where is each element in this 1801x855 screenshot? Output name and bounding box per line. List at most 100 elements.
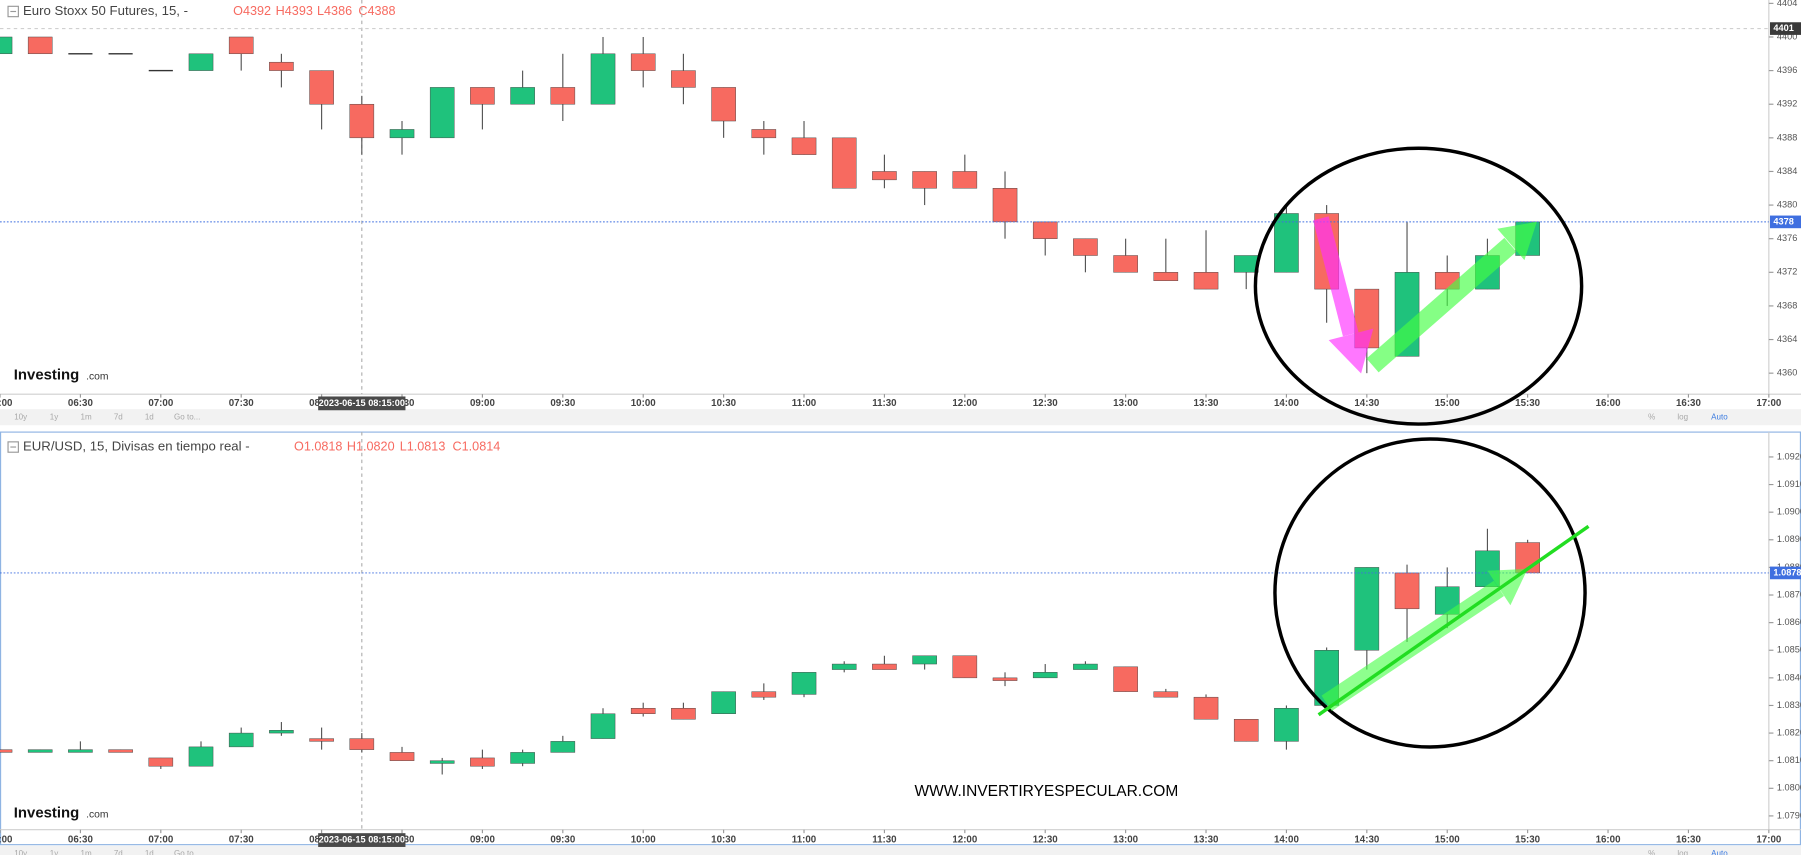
y-tick-label: 1.0820: [1777, 727, 1801, 737]
candle-body: [1193, 272, 1219, 290]
range-button[interactable]: 7d: [114, 412, 123, 421]
y-tick-label: 1.0910: [1777, 479, 1801, 489]
x-tick-label: 13:00: [1113, 398, 1139, 409]
scale-option[interactable]: Auto: [1711, 849, 1728, 855]
x-tick-label: 14:30: [1354, 398, 1380, 409]
x-tick-label: 11:30: [872, 835, 897, 846]
toolbar: [0, 845, 1801, 855]
scale-option[interactable]: Auto: [1711, 412, 1728, 421]
candle-body: [1113, 666, 1138, 692]
range-button[interactable]: 1m: [81, 412, 92, 421]
candle-body: [188, 746, 214, 767]
arrow-head: [1497, 221, 1537, 261]
y-tick-label: 1.0850: [1777, 645, 1801, 655]
candle-body: [671, 707, 696, 720]
candle-body: [510, 752, 535, 764]
x-tick-label: 10:30: [711, 835, 737, 846]
y-tick-label: 4360: [1777, 368, 1797, 378]
x-tick-label: 10:00: [631, 835, 657, 846]
ohlc-value: L1.0813: [400, 439, 446, 453]
candle-body: [550, 741, 576, 753]
y-tick-label: 4396: [1777, 65, 1797, 75]
candle-body: [630, 53, 656, 71]
x-tick-label: 06:00: [0, 835, 13, 846]
range-button[interactable]: 10y: [14, 412, 27, 421]
candle-body: [1274, 213, 1299, 273]
candle-body: [751, 691, 777, 698]
x-tick-label: 11:00: [792, 398, 817, 409]
ohlc-value: H4393: [276, 4, 313, 18]
candle-body: [269, 61, 294, 71]
range-button[interactable]: 1y: [50, 412, 58, 421]
x-tick-label: 07:00: [148, 835, 174, 846]
scale-option[interactable]: %: [1648, 412, 1655, 421]
candle-body: [550, 87, 576, 105]
y-tick-label: 4400: [1777, 31, 1797, 41]
last-price-tag: [1769, 566, 1801, 580]
candle-body: [27, 36, 53, 55]
candle-body: [952, 655, 978, 679]
x-tick-label: 06:00: [0, 398, 13, 409]
x-tick-label: 07:30: [229, 835, 255, 846]
range-button[interactable]: 7d: [114, 849, 123, 855]
candle-body: [831, 663, 857, 670]
candle-body: [309, 738, 334, 742]
candle-body: [751, 129, 777, 139]
candle-body: [1193, 696, 1219, 720]
toolbar: [0, 409, 1801, 426]
y-tick-label: 4384: [1777, 166, 1797, 176]
candle-body: [510, 87, 535, 105]
collapse-icon[interactable]: [7, 441, 19, 453]
watermark: WWW.INVERTIRYESPECULAR.COM: [914, 783, 1178, 800]
x-tick-label: 15:00: [1435, 835, 1461, 846]
scale-option[interactable]: log: [1677, 849, 1688, 855]
candle-body: [1113, 255, 1138, 273]
candle-body: [269, 730, 294, 734]
y-tick-label: 4380: [1777, 199, 1797, 209]
candle-body: [108, 749, 133, 753]
y-tick-label: 4388: [1777, 132, 1797, 142]
collapse-icon[interactable]: [7, 5, 19, 18]
ohlc-value: H1.0820: [347, 439, 395, 453]
chart-panel: 10y 1y 1m 7d 1d Go to...% log Auto EUR/USD, 15, …: [0, 431, 1801, 855]
candle-body: [148, 69, 173, 72]
x-tick-label: 06:30: [68, 835, 94, 846]
x-tick-label: 10:00: [631, 398, 657, 409]
candle-body: [590, 53, 616, 105]
range-button[interactable]: 1d: [145, 412, 154, 421]
y-tick-label: 4372: [1777, 267, 1797, 277]
x-tick-label: 14:30: [1354, 835, 1380, 846]
candle-body: [148, 757, 174, 767]
arrow-head: [1328, 328, 1374, 374]
range-button[interactable]: 10y: [14, 849, 27, 855]
y-tick-label: 1.0810: [1777, 755, 1801, 765]
crosshair-time-tag: [318, 833, 406, 847]
x-tick-label: 12:00: [952, 398, 978, 409]
range-button[interactable]: Go to...: [174, 412, 200, 421]
logo-suffix: .com: [86, 810, 108, 821]
range-button[interactable]: 1d: [145, 849, 154, 855]
down-arrow: [1313, 216, 1374, 374]
candle-body: [188, 53, 214, 71]
crosshair-time-label: 2023-06-15 08:15:00: [319, 398, 405, 408]
range-button[interactable]: Go to...: [174, 849, 200, 855]
y-tick-label: 1.0840: [1777, 672, 1801, 682]
x-tick-label: 07:30: [229, 398, 255, 409]
scale-option[interactable]: log: [1677, 412, 1688, 421]
candle-body: [872, 171, 897, 181]
candle-body: [389, 129, 415, 139]
candle-body: [429, 87, 455, 139]
y-tick-label: 1.0890: [1777, 534, 1801, 544]
y-tick-label: 4368: [1777, 300, 1797, 310]
x-tick-label: 16:30: [1676, 835, 1702, 846]
candle-body: [791, 672, 817, 695]
logo: Investing: [14, 805, 79, 822]
range-button[interactable]: 1m: [81, 849, 92, 855]
chart-title: Euro Stoxx 50 Futures, 15, -: [23, 3, 188, 18]
scale-option[interactable]: %: [1648, 849, 1655, 855]
candle-body: [1032, 221, 1058, 239]
candle-body: [952, 171, 978, 189]
y-tick-label: 1.0870: [1777, 589, 1801, 599]
range-button[interactable]: 1y: [50, 849, 58, 855]
candle-body: [872, 663, 897, 670]
